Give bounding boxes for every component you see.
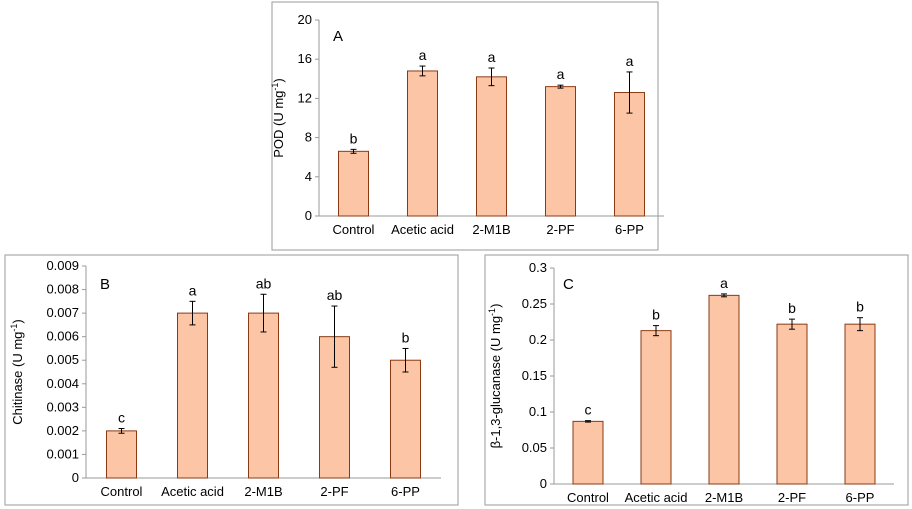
significance-letter: b (788, 300, 796, 316)
significance-letter: ab (327, 287, 343, 303)
x-tick-label: 2-M1B (472, 222, 510, 237)
y-tick-label: 0.15 (522, 368, 547, 383)
bar (476, 76, 507, 217)
panel-frame (484, 254, 909, 506)
significance-letter: c (585, 402, 592, 418)
bar (776, 323, 808, 485)
significance-letter: b (856, 299, 864, 315)
panel-c: 0 0.05 0.1 0.15 0.2 0.25 0.3 β-1,3-glucanase (U… (484, 254, 909, 506)
y-tick-label: 0.006 (46, 329, 79, 344)
x-tick-label: Control (333, 222, 375, 237)
y-tick-label: 4 (305, 169, 312, 184)
y-tick-label: 0.1 (529, 404, 547, 419)
y-axis-label: β-1,3-glucanase (U mg-1) (487, 304, 503, 449)
y-tick-label: 0.25 (522, 296, 547, 311)
x-tick-label: 6-PP (615, 222, 644, 237)
y-axis-label: Chitinase (U mg-1) (9, 319, 25, 425)
y-axis-label: POD (U mg-1) (270, 78, 286, 158)
x-tick-label: Acetic acid (161, 484, 224, 499)
x-tick-label: Acetic acid (391, 222, 454, 237)
y-tick-label: 0 (540, 476, 547, 491)
y-tick-label: 0.002 (46, 423, 79, 438)
y-tick-label: 0.004 (46, 376, 79, 391)
panel-frame (271, 1, 659, 251)
x-tick-label: 2-PF (546, 222, 574, 237)
significance-letter: a (626, 53, 634, 69)
panel-frame (4, 254, 459, 506)
y-tick-label: 0.009 (46, 258, 79, 273)
x-tick-label: 6-PP (846, 490, 875, 505)
significance-letter: a (720, 275, 728, 291)
bar (407, 70, 438, 217)
significance-letter: b (652, 307, 660, 323)
significance-letter: a (488, 49, 496, 65)
x-tick-label: Control (567, 490, 609, 505)
significance-letter: ab (256, 275, 272, 291)
y-tick-label: 0.05 (522, 440, 547, 455)
x-tick-label: 2-M1B (244, 484, 282, 499)
y-tick-label: 0.007 (46, 305, 79, 320)
bar (708, 294, 740, 485)
y-tick-label: 0.3 (529, 260, 547, 275)
bar (640, 330, 672, 485)
significance-letter: b (402, 329, 410, 345)
bar (572, 420, 604, 485)
y-tick-label: 16 (298, 51, 312, 66)
y-tick-label: 0.005 (46, 352, 79, 367)
bar (545, 86, 576, 217)
panel-b: 0 0.001 0.002 0.003 0.004 0.005 0.006 0.007 0.00… (4, 254, 459, 506)
x-tick-label: Control (101, 484, 143, 499)
bar (338, 150, 369, 217)
panel-label: C (563, 276, 574, 293)
significance-letter: c (118, 410, 125, 426)
y-tick-label: 20 (298, 12, 312, 27)
panel-label: B (100, 276, 110, 293)
x-tick-label: 6-PP (391, 484, 420, 499)
significance-letter: a (419, 47, 427, 63)
x-tick-label: 2-M1B (705, 490, 743, 505)
significance-letter: b (350, 130, 358, 146)
bar (177, 312, 208, 479)
y-tick-label: 8 (305, 130, 312, 145)
bar (390, 359, 421, 479)
panel-label: A (333, 28, 343, 45)
y-tick-label: 12 (298, 90, 312, 105)
panel-a: 0 4 8 12 16 20 POD (U mg-1) Ab Control a Acetic ac… (270, 1, 664, 251)
bar (248, 312, 279, 479)
significance-letter: a (557, 66, 565, 82)
x-tick-label: 2-PF (320, 484, 348, 499)
significance-letter: a (189, 282, 197, 298)
x-tick-label: 2-PF (778, 490, 806, 505)
bar (106, 430, 137, 479)
x-tick-label: Acetic acid (625, 490, 688, 505)
y-tick-label: 0 (305, 208, 312, 223)
y-tick-label: 0 (72, 470, 79, 485)
y-tick-label: 0.001 (46, 446, 79, 461)
y-tick-label: 0.008 (46, 282, 79, 297)
bar (844, 323, 876, 485)
y-tick-label: 0.003 (46, 399, 79, 414)
y-tick-label: 0.2 (529, 332, 547, 347)
